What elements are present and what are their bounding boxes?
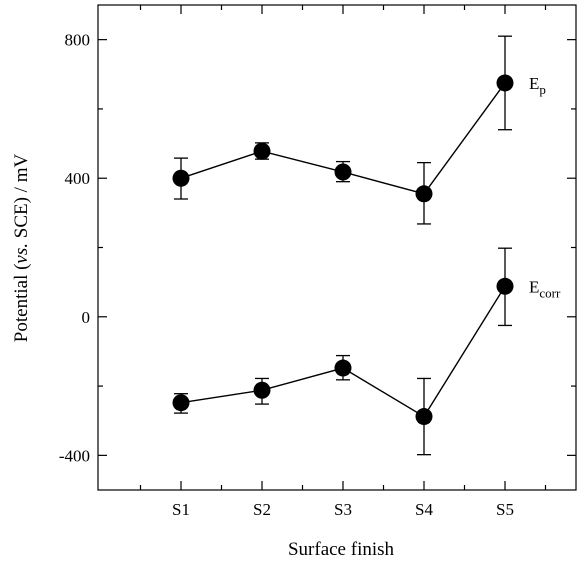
data-point — [253, 142, 271, 160]
series-2: Ecorr — [172, 247, 561, 456]
data-point — [334, 359, 352, 377]
x-tick-label: S5 — [496, 500, 514, 519]
y-tick-label: 800 — [65, 31, 91, 50]
x-tick-label: S3 — [334, 500, 352, 519]
data-point — [334, 163, 352, 181]
data-point — [172, 169, 190, 187]
data-point — [415, 185, 433, 203]
series-label-sub: p — [539, 82, 546, 97]
x-ticks: S1 S2 S3 S4 S5 — [139, 5, 547, 519]
data-point — [172, 394, 190, 412]
data-point — [496, 277, 514, 295]
series-1: Ep — [172, 35, 546, 225]
series-label-main: E — [529, 277, 539, 296]
series-label: Ecorr — [529, 277, 561, 300]
series-label-sub: corr — [539, 285, 561, 300]
x-tick-label: S1 — [172, 500, 190, 519]
y-ticks: -400 0 400 800 — [59, 31, 576, 465]
series-line — [180, 285, 506, 418]
y-tick-label: 0 — [82, 308, 91, 327]
y-tick-label: -400 — [59, 446, 90, 465]
series-label-main: E — [529, 74, 539, 93]
data-point — [253, 381, 271, 399]
x-tick-label: S4 — [415, 500, 433, 519]
data-point — [496, 74, 514, 92]
y-axis-label-part: vs. — [11, 243, 32, 264]
series-label: Ep — [529, 74, 546, 97]
x-axis-label: Surface finish — [288, 539, 395, 560]
y-axis-label-part: Potential ( — [11, 264, 32, 343]
x-tick-label: S2 — [253, 500, 271, 519]
y-axis-label: Potential (vs. SCE) / mV — [11, 154, 32, 343]
y-axis-label-part: SCE) / mV — [11, 154, 32, 243]
y-tick-label: 400 — [65, 169, 91, 188]
data-point — [415, 408, 433, 426]
